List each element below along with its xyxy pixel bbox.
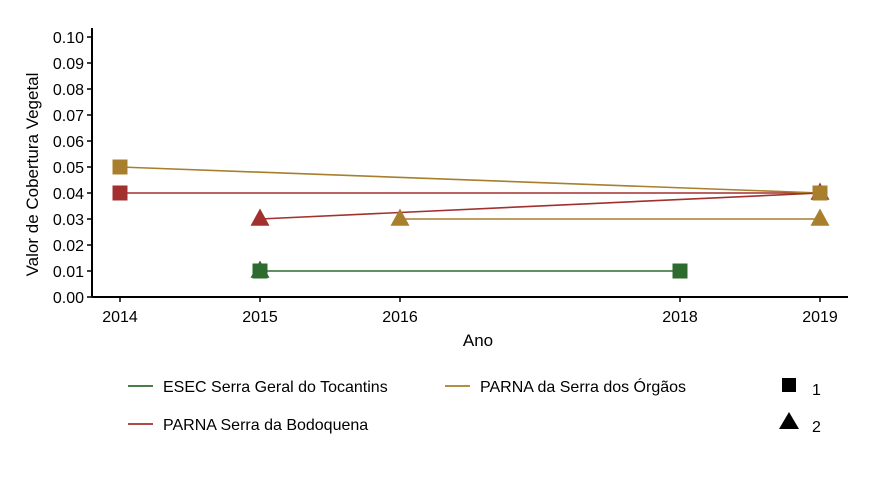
legend-series-label: ESEC Serra Geral do Tocantins [163,379,388,396]
legend: ESEC Serra Geral do Tocantins PARNA Serra… [128,377,821,436]
legend-series-label: PARNA Serra da Bodoquena [163,417,368,434]
y-tick-label: 0.10 [53,30,84,47]
data-point-triangle [810,208,830,226]
y-tick-label: 0.07 [53,108,84,125]
y-tick-label: 0.06 [53,134,84,151]
y-tick-label: 0.05 [53,160,84,177]
y-tick-label: 0.02 [53,238,84,255]
data-point-triangle [390,208,410,226]
y-tick-label: 0.01 [53,264,84,281]
y-tick-label: 0.03 [53,212,84,229]
series-line-segment [119,166,821,194]
data-point-triangle [250,208,270,226]
legend-triangle-key [779,412,799,429]
series-lines [119,166,821,272]
legend-square-key [782,378,796,392]
data-point-square [672,263,688,279]
y-tick-label: 0.08 [53,82,84,99]
data-point-square [112,159,128,175]
x-tick-label: 2015 [242,309,278,326]
legend-shape-label: 2 [812,419,821,436]
legend-shape-label: 1 [812,382,821,399]
axes: 0.00 0.01 0.02 0.03 0.04 0.05 0.06 0.07 0.08 0.09… [53,28,848,326]
y-tick-label: 0.09 [53,56,84,73]
data-markers [112,159,830,279]
x-tick-label: 2014 [102,309,138,326]
legend-series-label: PARNA da Serra dos Órgãos [480,377,686,396]
data-point-triangle [250,260,270,278]
y-axis-label: Valor de Cobertura Vegetal [23,73,42,277]
y-tick-label: 0.00 [53,290,84,307]
series-line-segment [259,192,821,220]
y-tick-label: 0.04 [53,186,84,203]
data-point-square [812,185,828,201]
x-axis-label: Ano [463,331,493,350]
x-tick-label: 2019 [802,309,838,326]
x-tick-label: 2016 [382,309,418,326]
data-point-square [112,185,128,201]
x-tick-label: 2018 [662,309,698,326]
